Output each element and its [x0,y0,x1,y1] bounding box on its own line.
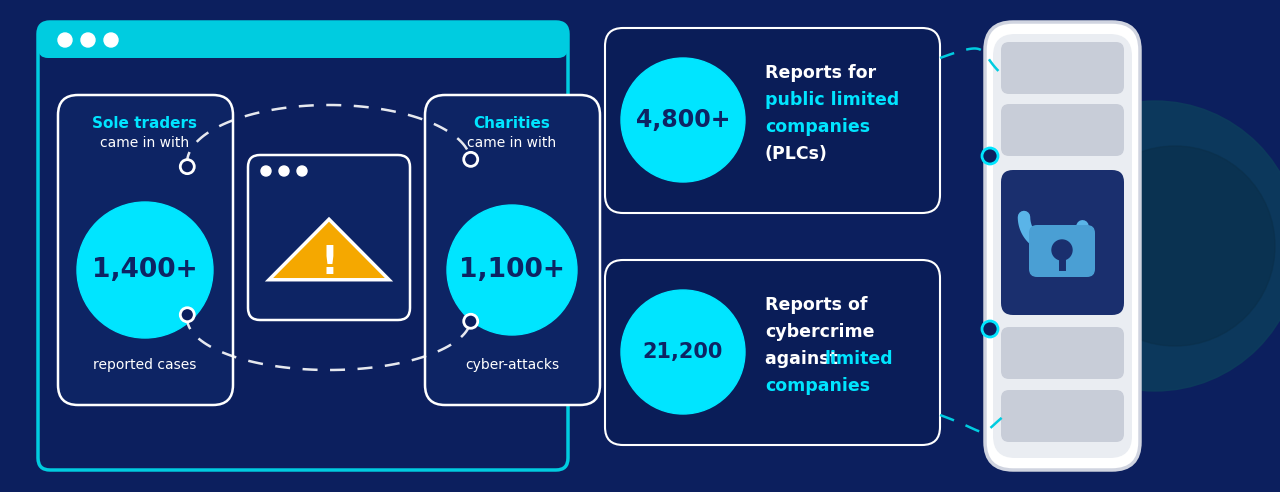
Text: Reports for: Reports for [765,64,876,82]
Circle shape [447,205,577,335]
Circle shape [621,58,745,182]
Text: public limited: public limited [765,91,900,109]
FancyBboxPatch shape [993,34,1132,458]
Circle shape [297,166,307,176]
Circle shape [1075,146,1275,346]
Circle shape [81,33,95,47]
FancyBboxPatch shape [1001,42,1124,94]
Text: reported cases: reported cases [93,358,197,372]
Text: came in with: came in with [467,136,557,150]
Circle shape [180,308,195,322]
Circle shape [463,153,477,166]
FancyBboxPatch shape [38,22,568,58]
FancyBboxPatch shape [248,155,410,320]
Text: Sole traders: Sole traders [92,116,197,130]
FancyBboxPatch shape [605,260,940,445]
Circle shape [621,290,745,414]
FancyBboxPatch shape [1001,104,1124,156]
Text: cyber-attacks: cyber-attacks [465,358,559,372]
FancyBboxPatch shape [0,0,580,492]
FancyBboxPatch shape [1001,390,1124,442]
FancyBboxPatch shape [986,22,1140,470]
Text: companies: companies [765,377,870,395]
Circle shape [982,148,998,164]
FancyBboxPatch shape [1001,327,1124,379]
Circle shape [982,321,998,337]
Circle shape [261,166,271,176]
Circle shape [58,33,72,47]
Circle shape [104,33,118,47]
Circle shape [279,166,289,176]
Text: came in with: came in with [100,136,189,150]
Text: limited: limited [826,350,893,368]
FancyBboxPatch shape [605,28,940,213]
Text: 1,400+: 1,400+ [92,257,198,283]
FancyBboxPatch shape [58,95,233,405]
Text: !: ! [320,244,338,282]
Text: companies: companies [765,118,870,136]
Text: 1,100+: 1,100+ [460,257,564,283]
Circle shape [1052,240,1073,260]
Text: Reports of: Reports of [765,296,868,314]
Circle shape [77,202,212,338]
Text: 4,800+: 4,800+ [636,108,731,132]
FancyBboxPatch shape [1029,225,1094,277]
Polygon shape [269,219,389,280]
Text: Charities: Charities [474,116,550,130]
FancyBboxPatch shape [425,95,600,405]
Text: cybercrime: cybercrime [765,323,874,341]
Text: (PLCs): (PLCs) [765,145,828,163]
Circle shape [180,159,195,174]
Circle shape [1010,101,1280,391]
FancyBboxPatch shape [40,55,566,467]
Circle shape [463,314,477,328]
Text: against: against [765,350,844,368]
Text: 21,200: 21,200 [643,342,723,362]
FancyBboxPatch shape [1001,170,1124,315]
